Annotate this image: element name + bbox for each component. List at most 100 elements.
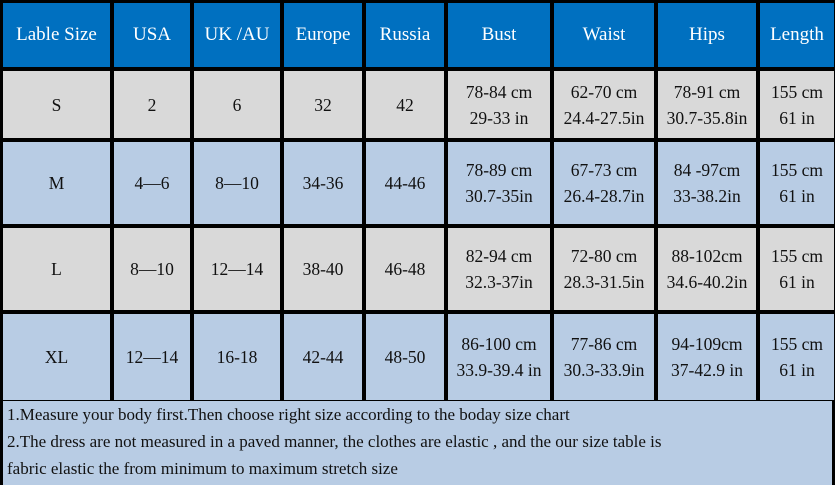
cell-text: 78-84 cm xyxy=(465,81,533,102)
size-table: Lable Size USA UK /AU Europe Russia Bust Waist… xyxy=(3,3,834,400)
table-cell-length: 155 cm 61 in xyxy=(760,142,834,224)
cell-text: 77-86 cm xyxy=(570,334,638,354)
table-cell-uk: 12—14 xyxy=(194,228,280,310)
table-cell-length: 155 cm 61 in xyxy=(760,314,834,400)
header-cell: USA xyxy=(114,3,190,67)
table-cell-russia: 44-46 xyxy=(366,142,444,224)
cell-text: 61 in xyxy=(779,272,815,292)
cell-text: Europe xyxy=(295,24,351,45)
cell-text: 78-91 cm xyxy=(673,81,741,102)
cell-text: 84 -97cm xyxy=(673,160,741,180)
cell-text: 30.7-35in xyxy=(465,186,533,206)
cell-text: 33.9-39.4 in xyxy=(456,360,542,380)
cell-text: 72-80 cm xyxy=(570,246,638,266)
table-cell-europe: 42-44 xyxy=(284,314,362,400)
cell-text: 42-44 xyxy=(302,347,344,367)
cell-text: UK /AU xyxy=(204,24,270,45)
note-line: 2.The dress are not measured in a paved … xyxy=(7,432,662,451)
table-cell-size: S xyxy=(3,71,110,138)
cell-text: 12—14 xyxy=(210,259,264,279)
table-cell-russia: 42 xyxy=(366,71,444,138)
cell-text: 62-70 cm xyxy=(570,81,638,102)
cell-text: USA xyxy=(132,24,171,45)
header-cell: Europe xyxy=(284,3,362,67)
cell-text: 34-36 xyxy=(302,173,344,193)
cell-text: 30.3-33.9in xyxy=(563,360,645,380)
cell-text: 155 cm xyxy=(770,160,823,180)
cell-text: Lable Size xyxy=(16,24,97,45)
table-cell-bust: 86-100 cm 33.9-39.4 in xyxy=(448,314,550,400)
cell-text: Hips xyxy=(689,24,725,45)
cell-text: 29-33 in xyxy=(469,107,529,128)
cell-text: 61 in xyxy=(779,107,815,128)
cell-text: 34.6-40.2in xyxy=(666,272,748,292)
table-cell-usa: 8—10 xyxy=(114,228,190,310)
cell-text: L xyxy=(51,259,62,279)
header-cell: Hips xyxy=(658,3,756,67)
table-cell-usa: 2 xyxy=(114,71,190,138)
table-cell-europe: 32 xyxy=(284,71,362,138)
cell-text: S xyxy=(51,94,62,115)
cell-text: 8—10 xyxy=(215,173,259,193)
cell-text: 2 xyxy=(147,94,157,115)
cell-text: 28.3-31.5in xyxy=(563,272,645,292)
header-cell: Length xyxy=(760,3,834,67)
cell-text: Bust xyxy=(481,24,517,45)
table-cell-bust: 78-89 cm 30.7-35in xyxy=(448,142,550,224)
cell-text: 37-42.9 in xyxy=(671,360,743,380)
table-cell-waist: 72-80 cm 28.3-31.5in xyxy=(554,228,654,310)
cell-text: 44-46 xyxy=(384,173,426,193)
cell-text: 61 in xyxy=(779,360,815,380)
cell-text: 12—14 xyxy=(125,347,179,367)
table-cell-hips: 94-109cm 37-42.9 in xyxy=(658,314,756,400)
table-cell-usa: 12—14 xyxy=(114,314,190,400)
table-cell-uk: 8—10 xyxy=(194,142,280,224)
header-cell: Waist xyxy=(554,3,654,67)
table-cell-europe: 38-40 xyxy=(284,228,362,310)
header-cell: Russia xyxy=(366,3,444,67)
table-cell-waist: 62-70 cm 24.4-27.5in xyxy=(554,71,654,138)
cell-text: 94-109cm xyxy=(671,334,743,354)
cell-text: 42 xyxy=(396,94,414,115)
table-cell-uk: 6 xyxy=(194,71,280,138)
cell-text: Russia xyxy=(379,24,431,45)
cell-text: 24.4-27.5in xyxy=(563,107,645,128)
table-cell-russia: 48-50 xyxy=(366,314,444,400)
table-cell-size: L xyxy=(3,228,110,310)
size-notes: 1.Measure your body first.Then choose ri… xyxy=(3,401,832,485)
table-cell-usa: 4—6 xyxy=(114,142,190,224)
table-cell-uk: 16-18 xyxy=(194,314,280,400)
table-cell-waist: 67-73 cm 26.4-28.7in xyxy=(554,142,654,224)
header-cell: Bust xyxy=(448,3,550,67)
table-cell-length: 155 cm 61 in xyxy=(760,71,834,138)
cell-text: 61 in xyxy=(779,186,815,206)
cell-text: 30.7-35.8in xyxy=(666,107,748,128)
cell-text: XL xyxy=(44,347,69,367)
cell-text: 86-100 cm xyxy=(461,334,537,354)
cell-text: 6 xyxy=(232,94,242,115)
table-cell-hips: 78-91 cm 30.7-35.8in xyxy=(658,71,756,138)
cell-text: 155 cm xyxy=(770,81,823,102)
table-cell-hips: 84 -97cm 33-38.2in xyxy=(658,142,756,224)
cell-text: 155 cm xyxy=(770,334,823,354)
cell-text: M xyxy=(48,173,65,193)
note-line: fabric elastic the from minimum to maxim… xyxy=(7,459,398,478)
cell-text: 32 xyxy=(314,94,332,115)
cell-text: 16-18 xyxy=(216,347,258,367)
cell-text: Length xyxy=(770,24,824,45)
header-cell: Lable Size xyxy=(3,3,110,67)
cell-text: 4—6 xyxy=(134,173,170,193)
cell-text: 46-48 xyxy=(384,259,426,279)
cell-text: 26.4-28.7in xyxy=(563,186,645,206)
cell-text: 78-89 cm xyxy=(465,160,533,180)
cell-text: 33-38.2in xyxy=(673,186,741,206)
table-cell-waist: 77-86 cm 30.3-33.9in xyxy=(554,314,654,400)
table-cell-hips: 88-102cm 34.6-40.2in xyxy=(658,228,756,310)
table-cell-bust: 78-84 cm 29-33 in xyxy=(448,71,550,138)
cell-text: 48-50 xyxy=(384,347,426,367)
table-cell-russia: 46-48 xyxy=(366,228,444,310)
cell-text: 8—10 xyxy=(130,259,174,279)
header-cell: UK /AU xyxy=(194,3,280,67)
note-line: 1.Measure your body first.Then choose ri… xyxy=(7,405,570,424)
